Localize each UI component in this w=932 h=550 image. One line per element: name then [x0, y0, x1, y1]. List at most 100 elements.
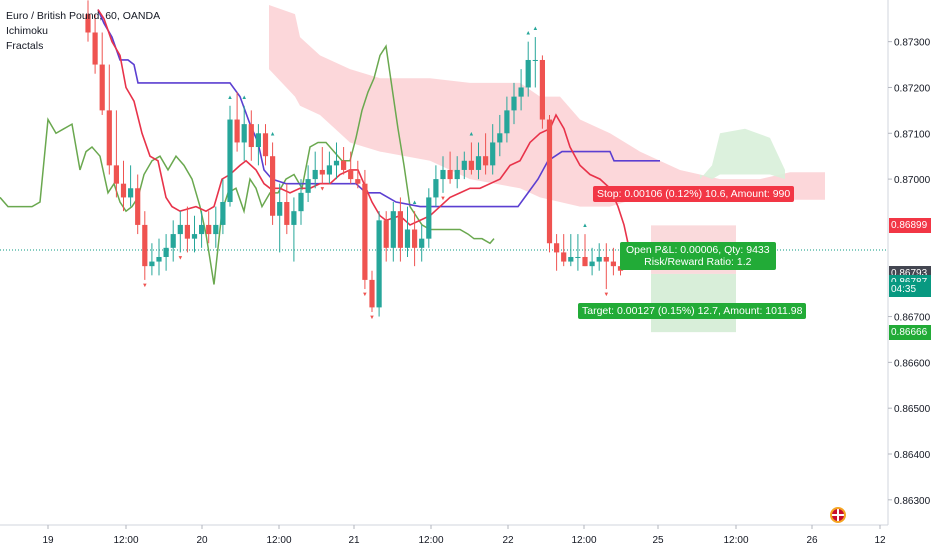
- candle-body: [603, 256, 609, 262]
- candle-body: [525, 59, 531, 88]
- candle-body: [305, 179, 311, 193]
- time-tick-label: 21: [348, 535, 360, 546]
- candle-body: [412, 229, 418, 248]
- candle: [113, 110, 119, 198]
- candle-body: [241, 124, 247, 143]
- time-tick-label: 26: [806, 535, 818, 546]
- price-tick-label: 0.86300: [894, 496, 931, 507]
- price-tag: 04:35: [889, 282, 931, 298]
- candle: [156, 238, 162, 276]
- time-tick-label: 20: [196, 535, 208, 546]
- stop-label[interactable]: Stop: 0.00106 (0.12%) 10.6, Amount: 990: [593, 186, 795, 202]
- candle-body: [99, 64, 105, 111]
- candle: [291, 197, 297, 262]
- candle: [404, 206, 411, 257]
- candle: [206, 211, 212, 244]
- candle: [213, 206, 219, 248]
- time-tick-label: 12:00: [266, 535, 291, 546]
- candle-body: [362, 183, 368, 280]
- candle: [582, 234, 588, 267]
- candle-body: [554, 243, 560, 253]
- candle: [341, 147, 347, 175]
- uk-flag-icon[interactable]: [830, 507, 846, 523]
- candle: [390, 202, 396, 262]
- time-tick-label: 12:00: [113, 535, 138, 546]
- candle-body: [341, 160, 347, 170]
- candle-body: [92, 32, 98, 65]
- candle-body: [149, 261, 155, 267]
- candle-body: [348, 169, 354, 180]
- candle: [468, 142, 474, 175]
- price-tick-label: 0.87300: [894, 38, 931, 49]
- candle-body: [333, 160, 340, 166]
- target-label[interactable]: Target: 0.00127 (0.15%) 12.7, Amount: 10…: [578, 303, 807, 319]
- kumo-bearish: [269, 5, 825, 207]
- candle-body: [135, 188, 141, 225]
- price-tick-label: 0.87000: [894, 175, 931, 186]
- candle-body: [504, 110, 510, 134]
- fractal-down-marker: ▼: [177, 255, 183, 261]
- indicator-ichimoku[interactable]: Ichimoku: [6, 25, 49, 37]
- candle-body: [404, 229, 411, 248]
- candle: [135, 174, 141, 235]
- time-tick-label: 19: [42, 535, 54, 546]
- candle-body: [298, 192, 304, 212]
- risk-reward-text: Risk/Reward Ratio: 1.2: [644, 256, 752, 268]
- candle-body: [163, 247, 169, 257]
- candle: [483, 133, 489, 175]
- fractal-up-marker: ▲: [270, 131, 276, 137]
- candle-body: [213, 224, 219, 235]
- candle: [234, 92, 240, 152]
- candle: [284, 183, 290, 235]
- candle-body: [234, 119, 240, 143]
- fractal-markers: ▲▼▼▲▲▲▼▼▼▲▼▲▲▲▲▼: [142, 26, 609, 321]
- candle: [568, 234, 574, 267]
- candle: [504, 96, 510, 143]
- indicator-fractals[interactable]: Fractals: [6, 40, 44, 52]
- fractal-up-marker: ▲: [227, 95, 233, 101]
- candle: [497, 114, 503, 157]
- ichimoku-cloud: [269, 5, 825, 207]
- candle: [177, 211, 183, 253]
- candle: [369, 270, 375, 312]
- time-tick-label: 12: [874, 535, 886, 546]
- candle: [454, 156, 460, 189]
- price-tick-label: 0.87100: [894, 129, 931, 140]
- candle: [142, 211, 148, 280]
- candle-body: [199, 224, 205, 235]
- candle: [433, 165, 439, 207]
- candle: [92, 14, 98, 74]
- candle: [241, 105, 247, 161]
- candle-body: [106, 110, 112, 166]
- candle-body: [284, 202, 290, 225]
- candle: [149, 243, 155, 276]
- candle: [610, 247, 616, 276]
- candle-body: [440, 169, 446, 180]
- price-tick-label: 0.86600: [894, 358, 931, 369]
- candle-body: [383, 220, 389, 248]
- candle-body: [120, 183, 127, 198]
- candle-body: [419, 238, 425, 248]
- time-tick-label: 22: [502, 535, 514, 546]
- chikou-span-line: [0, 44, 495, 285]
- fractal-up-marker: ▲: [582, 223, 588, 229]
- open-pnl-label[interactable]: Open P&L: 0.00006, Qty: 9433 Risk/Reward…: [620, 242, 776, 270]
- price-tick-label: 0.86700: [894, 313, 931, 324]
- price-tick-label: 0.86500: [894, 404, 931, 415]
- candle-body: [426, 197, 432, 239]
- candle: [305, 165, 311, 203]
- candle-body: [390, 211, 396, 248]
- candle: [532, 37, 538, 88]
- candle-body: [596, 256, 602, 262]
- candle-body: [497, 133, 503, 143]
- candle-body: [255, 133, 261, 148]
- candle-body: [490, 142, 496, 166]
- candle: [170, 220, 176, 262]
- candle: [191, 215, 198, 253]
- candle: [298, 179, 304, 225]
- candle: [248, 110, 254, 161]
- candle: [554, 234, 560, 271]
- candle-body: [291, 211, 297, 225]
- symbol-title[interactable]: Euro / British Pound, 60, OANDA: [6, 10, 161, 22]
